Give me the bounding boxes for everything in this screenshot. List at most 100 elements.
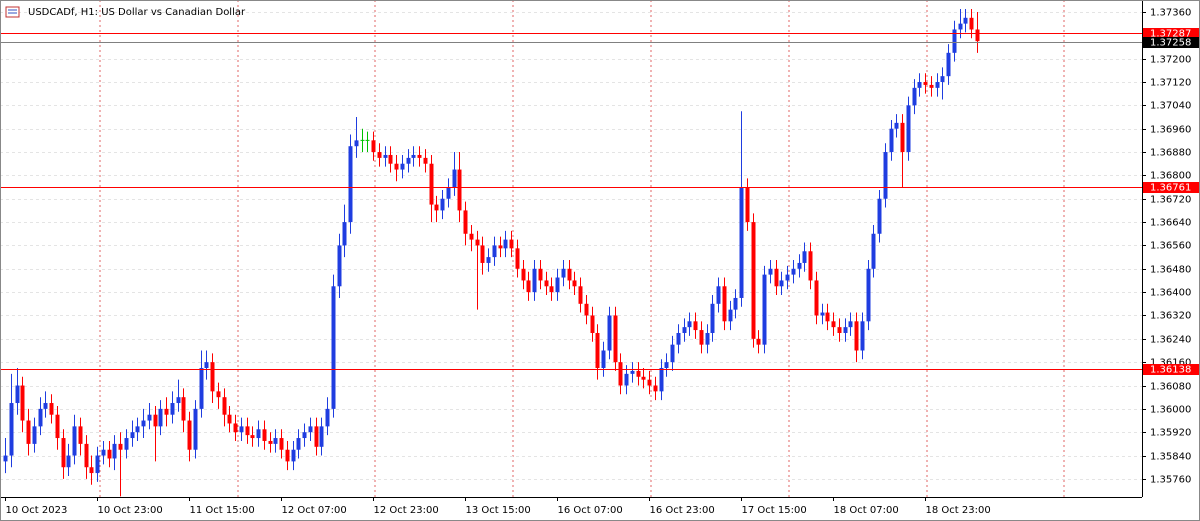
candle-body (808, 251, 813, 281)
candle-body (877, 198, 882, 234)
candle-body (423, 157, 428, 164)
candle-body (61, 438, 66, 468)
candle-body (273, 438, 278, 444)
candle-body (9, 403, 14, 456)
level-label-box (1143, 364, 1199, 375)
candle-body (607, 315, 612, 351)
x-tick-label: 18 Oct 07:00 (834, 505, 899, 516)
y-tick-label: 1.36000 (1150, 405, 1191, 416)
y-tick-label: 1.36480 (1150, 265, 1191, 276)
y-tick-label: 1.36400 (1150, 288, 1191, 299)
candle-body (383, 154, 388, 158)
level-label-box (1143, 37, 1199, 48)
candle-body (710, 303, 715, 333)
candle-body (831, 321, 836, 328)
y-tick-label: 1.36880 (1150, 148, 1191, 159)
x-tick-label: 10 Oct 2023 (6, 505, 68, 516)
candle-body (118, 443, 123, 450)
candle-body (84, 443, 89, 468)
y-tick-label: 1.35920 (1150, 428, 1191, 439)
candle-body (946, 52, 951, 77)
level-label-box (1143, 28, 1199, 39)
candle-body (233, 423, 238, 433)
candle-body (923, 82, 928, 85)
candle-body (814, 280, 819, 316)
candle-body (199, 368, 204, 409)
candle-body (549, 286, 554, 293)
level-label-box (1143, 182, 1199, 193)
candle-body (503, 239, 508, 249)
candle-body (641, 376, 646, 380)
candle-body (296, 438, 301, 450)
y-tick-label: 1.36640 (1150, 218, 1191, 229)
candle-body (687, 321, 692, 328)
candle-body (475, 239, 480, 246)
candle-body (262, 429, 267, 441)
levels (0, 33, 1142, 370)
icon-box (5, 6, 20, 18)
candle-body (969, 17, 974, 30)
candle-body (917, 82, 922, 88)
candle-body (164, 408, 169, 415)
candle-body (866, 268, 871, 322)
candle-body (239, 426, 244, 433)
candle-body (463, 210, 468, 234)
candle-body (15, 385, 20, 404)
y-tick-label: 1.36800 (1150, 171, 1191, 182)
candle-body (291, 449, 296, 462)
candle-body (400, 163, 405, 170)
candle-body (630, 370, 635, 374)
y-tick-label: 1.36240 (1150, 335, 1191, 346)
candle-body (854, 321, 859, 351)
candle-body (55, 414, 60, 439)
candle-body (417, 154, 422, 158)
candle-body (889, 128, 894, 153)
candle-body (181, 397, 186, 421)
candle-body (49, 403, 54, 415)
candle-body (595, 332, 600, 369)
candle-body (912, 87, 917, 106)
candle-body (722, 286, 727, 322)
candle-body (940, 76, 945, 83)
candle-body (331, 286, 336, 409)
y-tick-label: 1.36080 (1150, 382, 1191, 393)
y-tick-label: 1.37040 (1150, 101, 1191, 112)
candle-body (452, 169, 457, 188)
candle-body (774, 268, 779, 287)
candle-body (797, 262, 802, 269)
candle-body (883, 152, 888, 199)
candle-body (107, 449, 112, 459)
candle-body (434, 204, 439, 211)
candle-body (153, 414, 158, 427)
candle-body (555, 277, 560, 293)
level-label: 1.37258 (1150, 38, 1191, 49)
y-tick-label: 1.36960 (1150, 125, 1191, 136)
candle-body (705, 332, 710, 345)
candle-body (584, 303, 589, 316)
candle-body (130, 432, 135, 439)
candle-body (486, 257, 491, 263)
axis-labels: 1.35760 1.35840 1.35920 1.36000 1.36080 1.361… (5, 8, 1199, 516)
candle-body (112, 443, 117, 459)
x-tick-label: 10 Oct 23:00 (98, 505, 163, 516)
candle-body (268, 440, 273, 444)
candle-body (820, 312, 825, 316)
candle-body (860, 321, 865, 351)
candle-body (204, 362, 209, 369)
candle-body (716, 286, 721, 304)
candle-body (739, 187, 744, 298)
candle-body (601, 350, 606, 369)
candle-body (975, 29, 980, 42)
candle-body (43, 403, 48, 409)
candle-body (544, 280, 549, 287)
candle-body (227, 414, 232, 424)
candle-body (193, 408, 198, 450)
candle-body (618, 362, 623, 386)
candle-body (561, 268, 566, 278)
candle-body (440, 198, 445, 211)
x-tick-label: 18 Oct 23:00 (926, 505, 991, 516)
candle-body (825, 312, 830, 322)
candle-body (779, 280, 784, 287)
